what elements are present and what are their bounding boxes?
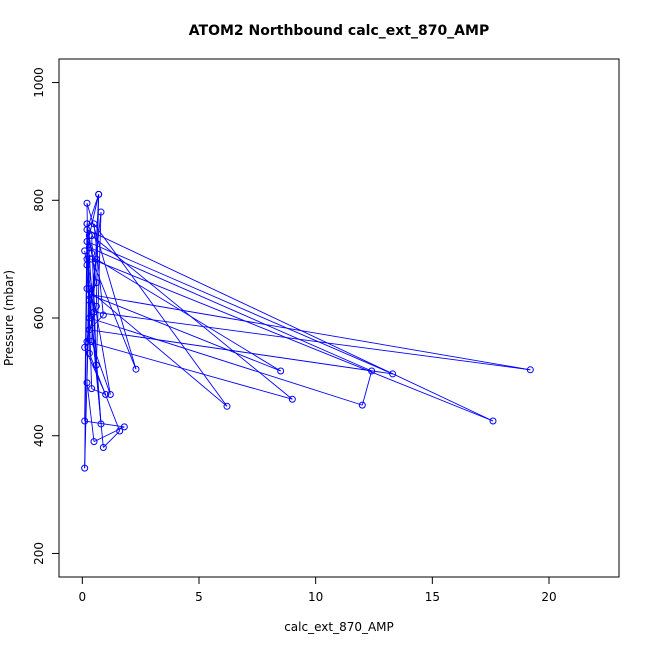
data-point [132,365,140,373]
data-point [88,249,96,257]
data-point [120,423,128,431]
data-point [83,237,91,245]
y-tick-label: 600 [32,307,46,330]
data-point [81,464,89,472]
data-point [106,391,114,399]
x-tick-label: 10 [308,590,323,604]
data-point [97,208,105,216]
series-line-segment [103,430,120,448]
data-point [90,220,98,228]
data-point [83,255,91,263]
y-axis-label: Pressure (mbar) [2,270,16,366]
data-point [85,285,93,293]
data-point [81,417,89,425]
data-point [81,343,89,351]
data-point [389,370,397,378]
data-point [83,285,91,293]
y-tick-label: 800 [32,189,46,212]
data-point [92,279,100,287]
x-axis: 0 5 10 15 20 [79,576,557,604]
series-line-segment [89,317,363,406]
x-tick-label: 15 [425,590,440,604]
series-line-segment [95,212,102,366]
series-line-segment [89,246,372,372]
series-line-segment [91,258,137,370]
data-point [116,427,124,435]
y-tick-label: 400 [32,424,46,447]
data-point [92,361,100,369]
data-point [526,366,534,374]
x-tick-label: 0 [79,590,87,604]
data-point [92,302,100,310]
x-tick-label: 20 [541,590,556,604]
data-point [99,444,107,451]
series-line-segment [86,382,95,442]
series-line-segment [91,258,494,422]
data-point [85,296,93,304]
series-line-segment [86,229,494,422]
data-point [85,349,93,357]
series-line-segment [89,294,531,371]
data-point [368,367,376,375]
data-point [85,314,93,322]
x-tick-label: 5 [195,590,203,604]
series-line-segment [86,194,100,230]
series-line-segment [84,223,88,422]
data-point [90,438,98,446]
plot-region [81,190,534,472]
series-line-segment [86,241,393,375]
plot-frame [58,58,620,578]
series-line-segment [86,288,228,407]
series-line-segment [93,426,125,443]
data-point [90,308,98,316]
series-line-segment [84,288,90,469]
data-point [99,311,107,319]
data-point [83,199,91,207]
data-point [88,385,96,393]
series-line-segment [361,370,373,406]
data-point [88,338,96,346]
series-line-segment [88,194,100,236]
data-point [288,395,296,403]
data-point [83,220,91,228]
series-line-segment [93,223,104,316]
data-point [92,255,100,263]
y-tick-label: 200 [32,542,46,565]
series-line-segment [89,294,281,372]
data-point [358,401,366,409]
data-point [95,190,103,198]
y-tick-label: 1000 [32,67,46,98]
data-point [83,338,91,346]
series-line-segment [86,203,137,370]
data-point [102,391,110,399]
data-point [81,247,89,255]
series-line-segment [89,329,393,375]
data-point [489,417,497,425]
data-point [83,379,91,387]
data-point [223,402,231,410]
data-point [85,232,93,240]
data-point [85,326,93,334]
series-line-segment [91,194,100,342]
series-line-segment [86,341,293,400]
y-axis: 200 400 600 800 1000 [32,67,60,565]
chart-title: ATOM2 Northbound calc_ext_870_AMP [189,23,489,39]
series-line-segment [93,311,531,371]
x-axis-label: calc_ext_870_AMP [284,620,394,634]
data-point [88,232,96,240]
data-point [277,367,285,375]
data-point [97,420,105,428]
data-point [85,243,93,251]
